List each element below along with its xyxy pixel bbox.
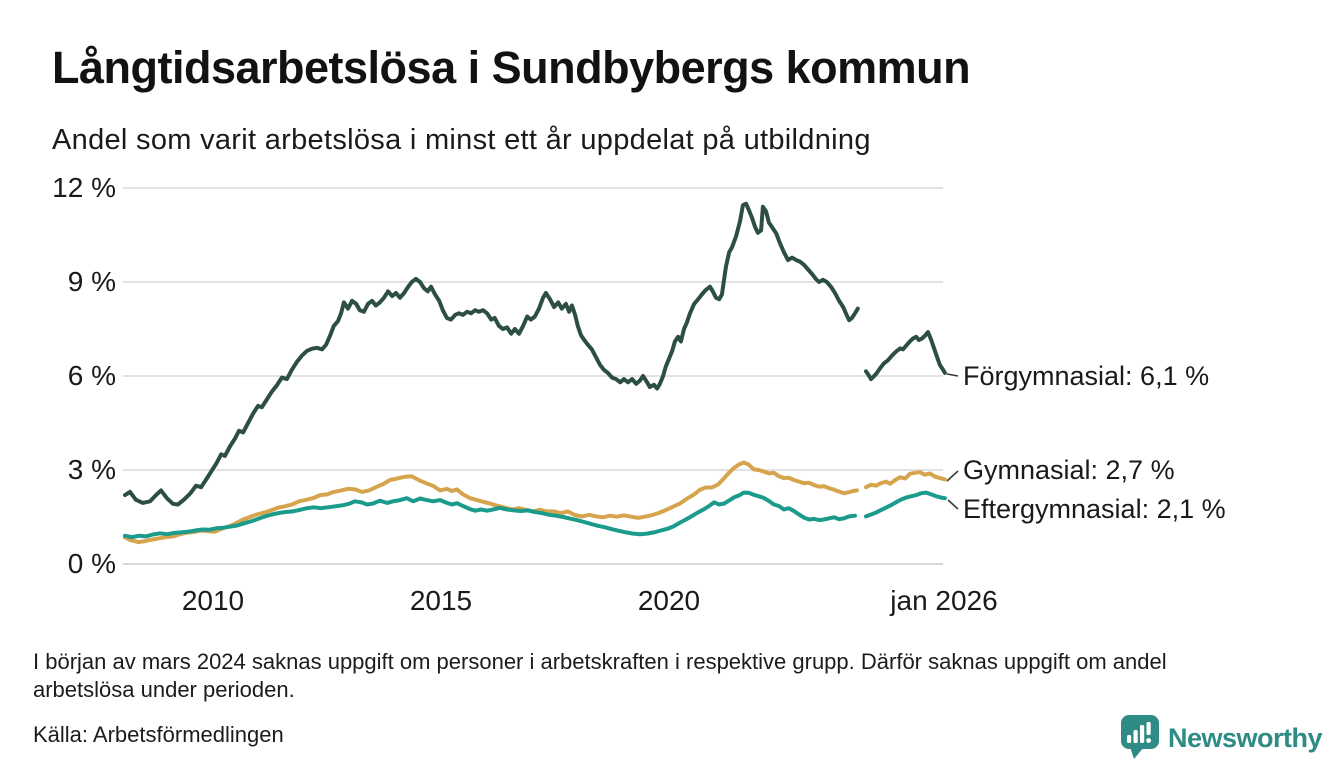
- y-tick-12: 12 %: [52, 172, 116, 203]
- connector-eftergymnasial: [947, 499, 959, 510]
- end-label-gymnasial: Gymnasial: 2,7 %: [963, 455, 1175, 485]
- newsworthy-speech-bubble-icon: [1121, 715, 1159, 759]
- end-label-eftergymnasial: Eftergymnasial: 2,1 %: [963, 494, 1226, 524]
- x-axis: 2010 2015 2020 jan 2026: [182, 585, 998, 616]
- footnote: I början av mars 2024 saknas uppgift om …: [33, 649, 1167, 702]
- y-tick-6: 6 %: [68, 360, 116, 391]
- y-tick-3: 3 %: [68, 454, 116, 485]
- series-line-forgymnasial-segment-1: [123, 201, 860, 507]
- series-line-gymnasial-segment-1: [123, 460, 859, 545]
- y-tick-0: 0 %: [68, 548, 116, 579]
- series-line-eftergymnasial-segment-2: [864, 490, 947, 519]
- connector-gymnasial: [946, 470, 959, 482]
- y-axis: 12 % 9 % 6 % 3 % 0 %: [52, 172, 116, 579]
- gridlines: [123, 187, 943, 565]
- chart-subtitle: Andel som varit arbetslösa i minst ett å…: [52, 124, 871, 156]
- y-tick-9: 9 %: [68, 266, 116, 297]
- end-labels: Förgymnasial: 6,1 % Gymnasial: 2,7 % Eft…: [963, 361, 1226, 524]
- newsworthy-logo: Newsworthy: [1120, 714, 1323, 760]
- connector-forgymnasial: [946, 373, 959, 377]
- series-line-eftergymnasial-segment-1: [123, 490, 857, 540]
- newsworthy-wordmark: Newsworthy: [1168, 722, 1323, 753]
- series-line-gymnasial-segment-2: [864, 470, 947, 490]
- end-label-connectors: [946, 373, 959, 510]
- series-line-forgymnasial-segment-2: [864, 330, 947, 382]
- x-tick-2010: 2010: [182, 585, 244, 616]
- end-label-forgymnasial: Förgymnasial: 6,1 %: [963, 361, 1209, 391]
- series-layer: [123, 201, 947, 545]
- page-title: Långtidsarbetslösa i Sundbybergs kommun: [52, 42, 971, 93]
- x-tick-2020: 2020: [638, 585, 700, 616]
- source-attribution: Källa: Arbetsförmedlingen: [33, 722, 284, 747]
- x-tick-2015: 2015: [410, 585, 472, 616]
- x-tick-jan2026: jan 2026: [889, 585, 997, 616]
